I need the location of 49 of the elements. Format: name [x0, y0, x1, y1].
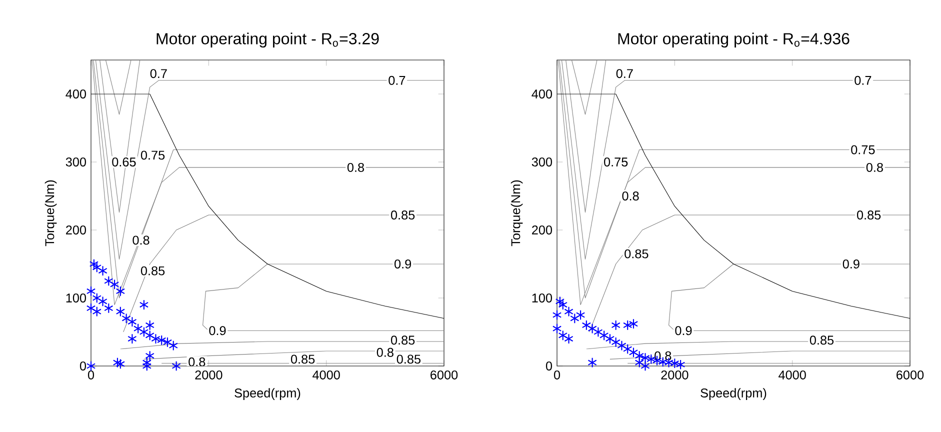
y-tick-label: 400	[66, 90, 86, 98]
annotation: 0.75	[851, 145, 875, 154]
y-tick-label: 0	[546, 362, 552, 370]
y-tick-label: 300	[66, 158, 86, 166]
annotation: 0.85	[810, 336, 834, 345]
x-tick-label: 2000	[195, 370, 222, 380]
y-tick-label: 200	[532, 226, 552, 234]
annotation: 0.9	[842, 260, 860, 268]
x-tick-label: 0	[554, 370, 560, 380]
x-tick-label: 6000	[896, 370, 924, 380]
x-tick-label: 6000	[430, 370, 458, 380]
x-axis-title: Speed(rpm)	[234, 388, 300, 400]
annotation: 0.85	[856, 210, 881, 220]
annotation: 0.85	[624, 249, 648, 258]
x-tick-label: 4000	[312, 370, 340, 380]
annotation: 0.7	[388, 76, 406, 85]
annotation: 0.7	[854, 76, 872, 85]
annotation: 0.9	[209, 326, 226, 336]
annotation: 0.9	[675, 326, 692, 336]
annotation: 0.85	[390, 336, 415, 345]
annotation: 0.8	[622, 192, 639, 200]
chart-title: Motor operating point - R$_{o}$=4.936	[618, 32, 850, 48]
annotation: 0.85	[140, 266, 165, 276]
y-tick-label: 100	[66, 294, 86, 302]
annotation: 0.8	[347, 162, 364, 172]
annotation: 0.65	[112, 158, 136, 166]
y-tick-label: 300	[532, 158, 552, 166]
chart-title: Motor operating point - R$_{o}$=3.29	[156, 32, 379, 48]
annotation: 0.75	[604, 158, 628, 166]
x-tick-label: 4000	[778, 370, 806, 380]
annotation: 0.9	[394, 260, 412, 268]
x-tick-label: 2000	[661, 370, 688, 380]
annotation: 0.8	[376, 348, 394, 357]
y-axis-title: Torque(Nm)	[44, 180, 57, 246]
annotation: 0.7	[616, 69, 633, 78]
x-tick-label: 0	[88, 370, 94, 380]
annotation: 0.8	[866, 162, 883, 172]
annotation: 0.8	[132, 236, 150, 245]
y-tick-label: 100	[532, 294, 552, 302]
annotation: 0.85	[390, 210, 415, 220]
annotation: 0.85	[290, 354, 315, 364]
y-axis-title: Torque(Nm)	[510, 180, 523, 246]
annotation: 0.7	[150, 69, 167, 78]
annotation: 0.75	[140, 150, 165, 160]
y-tick-label: 200	[66, 226, 86, 234]
y-tick-label: 0	[80, 362, 86, 370]
x-axis-title: Speed(rpm)	[700, 388, 766, 400]
y-tick-label: 400	[532, 90, 552, 98]
annotation: 0.85	[396, 354, 421, 364]
